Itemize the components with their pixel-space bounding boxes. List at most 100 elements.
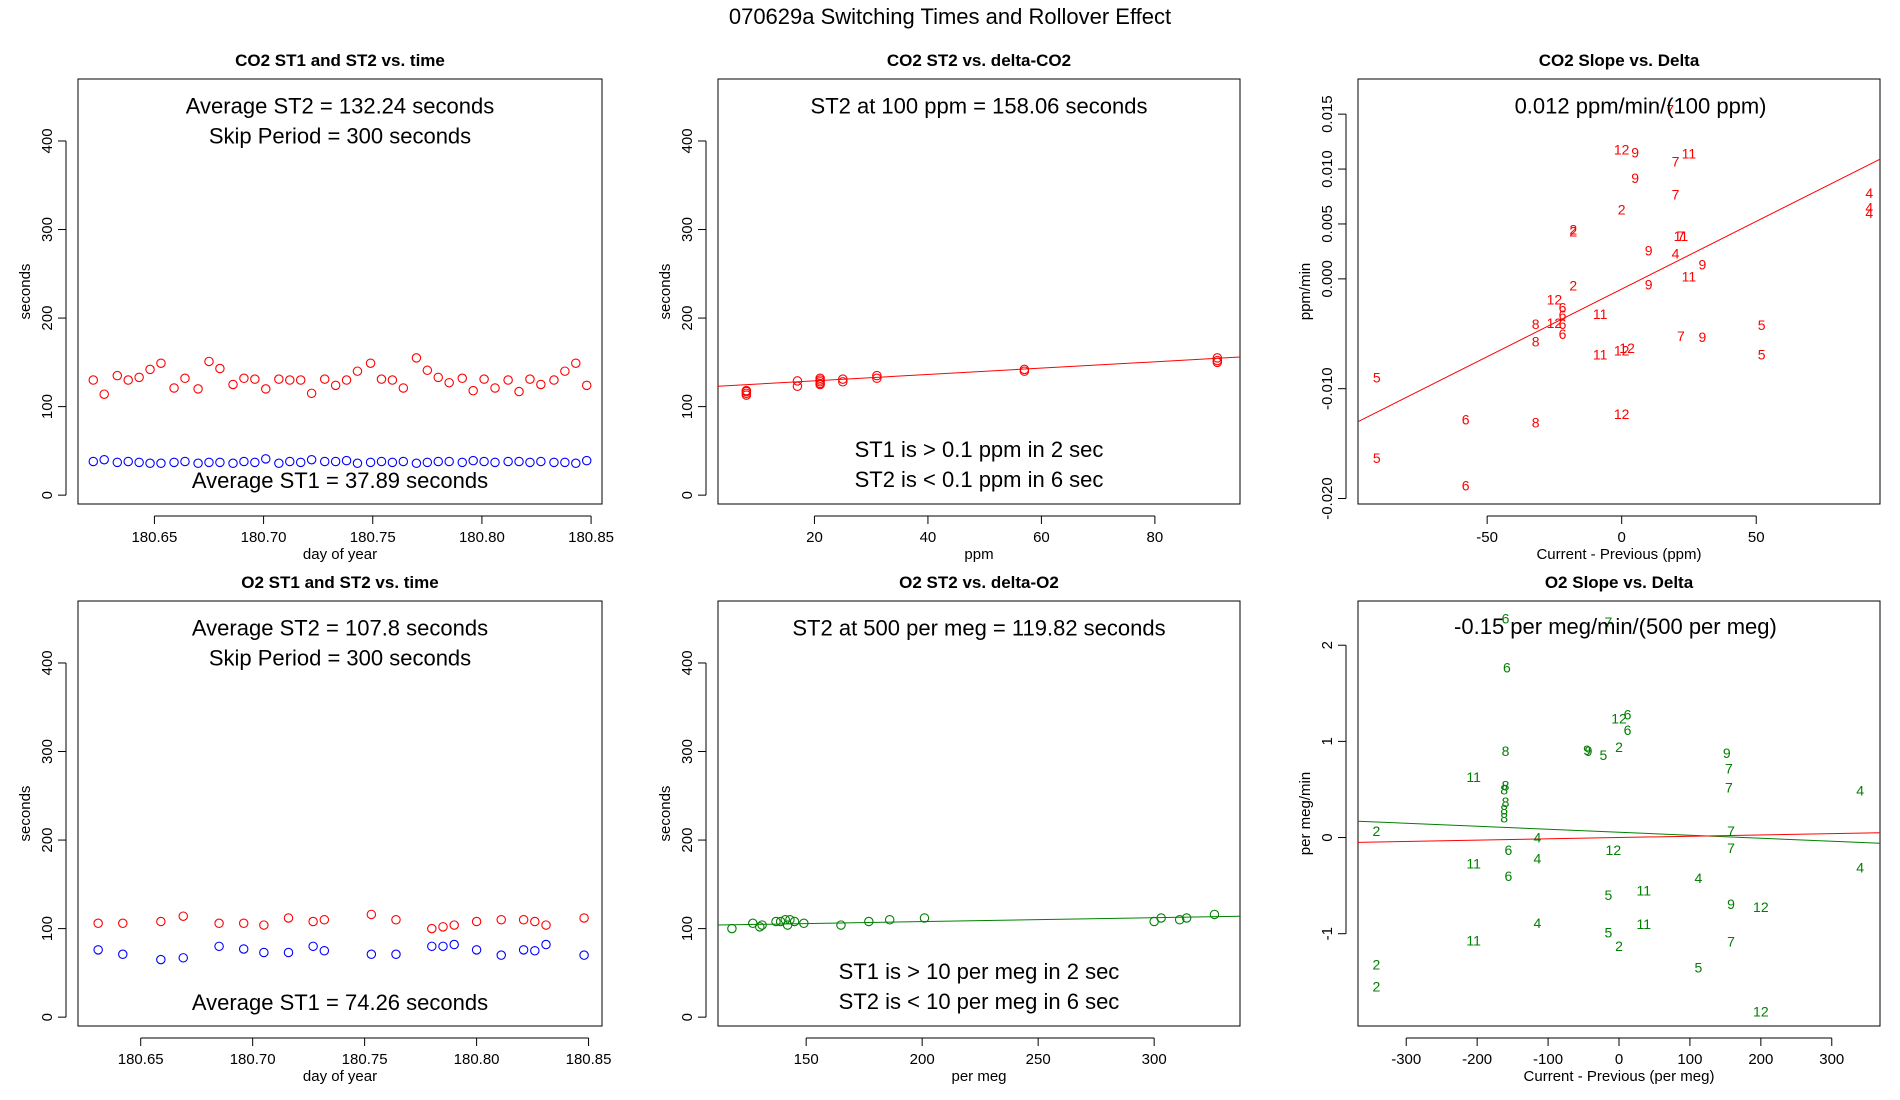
x-tick-label: 40 — [920, 529, 937, 546]
x-tick-label: 180.80 — [459, 529, 505, 546]
data-point-label: 4 — [1856, 782, 1864, 798]
data-point — [228, 379, 238, 390]
data-point-label: 7 — [1666, 102, 1674, 118]
chart-panel-6: O2 Slope vs. Delta -300 -200 -100 0 100 200 300… — [1297, 573, 1881, 1085]
data-point-label: 11 — [1674, 228, 1689, 244]
data-point-label: 8 — [1502, 778, 1510, 794]
y-tick-label: 200 — [39, 306, 56, 331]
plot-frame — [717, 600, 1241, 1027]
chart-annotation: Skip Period = 300 seconds — [209, 646, 471, 671]
x-tick-label: 180.65 — [131, 529, 177, 546]
data-point — [411, 353, 422, 363]
figure-title: 070629a Switching Times and Rollover Eff… — [729, 4, 1171, 29]
data-point — [815, 377, 825, 387]
data-point-label: 6 — [1504, 868, 1512, 884]
data-point-label: 7 — [1725, 780, 1733, 796]
data-point — [387, 457, 398, 468]
data-point — [285, 456, 295, 467]
data-point — [319, 374, 330, 384]
data-point — [295, 457, 306, 468]
x-tick-label: 0 — [1615, 1051, 1623, 1068]
data-point-label: 6 — [1504, 842, 1512, 858]
data-point — [433, 456, 443, 467]
data-point — [536, 379, 546, 390]
chart-annotation: Average ST1 = 37.89 seconds — [192, 468, 488, 493]
data-point-label: 8 — [1500, 781, 1508, 797]
data-point — [518, 914, 529, 925]
data-point — [755, 922, 765, 932]
x-tick-label: 200 — [1748, 1051, 1773, 1068]
chart-title: O2 Slope vs. Delta — [1545, 573, 1694, 592]
data-point-label: 11 — [1682, 146, 1697, 162]
data-point — [239, 456, 249, 467]
chart-title: CO2 Slope vs. Delta — [1539, 51, 1700, 70]
data-point-label: 5 — [1599, 747, 1607, 763]
data-point-label: 6 — [1559, 316, 1567, 332]
y-tick-label: 100 — [679, 394, 696, 419]
x-tick-label: 180.70 — [241, 529, 287, 546]
y-tick-label: 2 — [1319, 641, 1336, 649]
data-point — [295, 375, 306, 385]
data-layer — [718, 353, 1240, 400]
data-point — [884, 914, 895, 925]
x-tick-label: 100 — [1677, 1051, 1702, 1068]
data-point — [571, 458, 581, 469]
data-point — [427, 923, 437, 934]
data-point — [514, 456, 524, 467]
data-point — [479, 374, 489, 384]
data-point-label: 12 — [1614, 141, 1630, 157]
data-point-label: 9 — [1699, 257, 1707, 273]
plot-frame — [1357, 78, 1881, 505]
y-axis-label: per meg/min — [1297, 772, 1314, 855]
data-point-label: 11 — [1466, 856, 1481, 872]
y-tick-label: 200 — [39, 828, 56, 853]
data-point-label: 7 — [1604, 614, 1612, 630]
data-point-label: 5 — [1604, 925, 1612, 941]
x-tick-label: 250 — [1026, 1051, 1051, 1068]
data-point-label: 11 — [1466, 932, 1481, 948]
data-point — [449, 939, 459, 950]
data-point-label: 9 — [1727, 896, 1735, 912]
data-point — [490, 383, 500, 393]
data-point — [376, 456, 387, 467]
chart-annotation: ST2 at 500 per meg = 119.82 seconds — [792, 616, 1165, 641]
data-point-label: 11 — [1593, 347, 1608, 363]
data-point — [530, 916, 540, 927]
data-point — [193, 384, 203, 394]
y-tick-label: 300 — [39, 217, 56, 242]
x-tick-label: 60 — [1033, 529, 1050, 546]
data-point — [581, 455, 592, 466]
chart-panel-2: CO2 ST2 vs. delta-CO2 20 40 60 80 ppm 0 100 200 3… — [657, 51, 1241, 563]
data-point-label: 2 — [1615, 739, 1623, 755]
data-point — [433, 372, 443, 383]
x-tick-label: -50 — [1476, 529, 1498, 546]
data-point — [123, 375, 133, 385]
data-point-label: 8 — [1500, 802, 1508, 818]
data-point — [525, 457, 535, 468]
data-point-label: 8 — [1532, 415, 1540, 431]
y-tick-label: 0 — [39, 1013, 56, 1021]
data-point-label: 5 — [1695, 959, 1703, 975]
x-tick-label: 200 — [910, 1051, 935, 1068]
data-point — [919, 913, 930, 923]
data-point-label: 6 — [1624, 722, 1632, 738]
data-point — [214, 918, 224, 929]
data-point-label: 4 — [1534, 851, 1542, 867]
data-point — [112, 370, 123, 381]
data-point-label: 12 — [1606, 842, 1622, 858]
chart-annotation: 0.012 ppm/min/(100 ppm) — [1515, 93, 1767, 118]
x-tick-label: 180.85 — [566, 1051, 612, 1068]
data-point — [259, 920, 269, 930]
data-point — [319, 456, 330, 467]
x-tick-label: -300 — [1391, 1051, 1421, 1068]
data-point — [88, 456, 99, 467]
y-tick-label: 300 — [39, 739, 56, 764]
data-point — [134, 372, 144, 383]
chart-annotation: ST2 is < 0.1 ppm in 6 sec — [855, 467, 1104, 492]
data-point-label: 2 — [1373, 956, 1381, 972]
data-point-label: 11 — [1682, 269, 1697, 285]
x-axis-label: Current - Previous (ppm) — [1536, 546, 1701, 563]
data-point-label: 9 — [1631, 170, 1639, 186]
